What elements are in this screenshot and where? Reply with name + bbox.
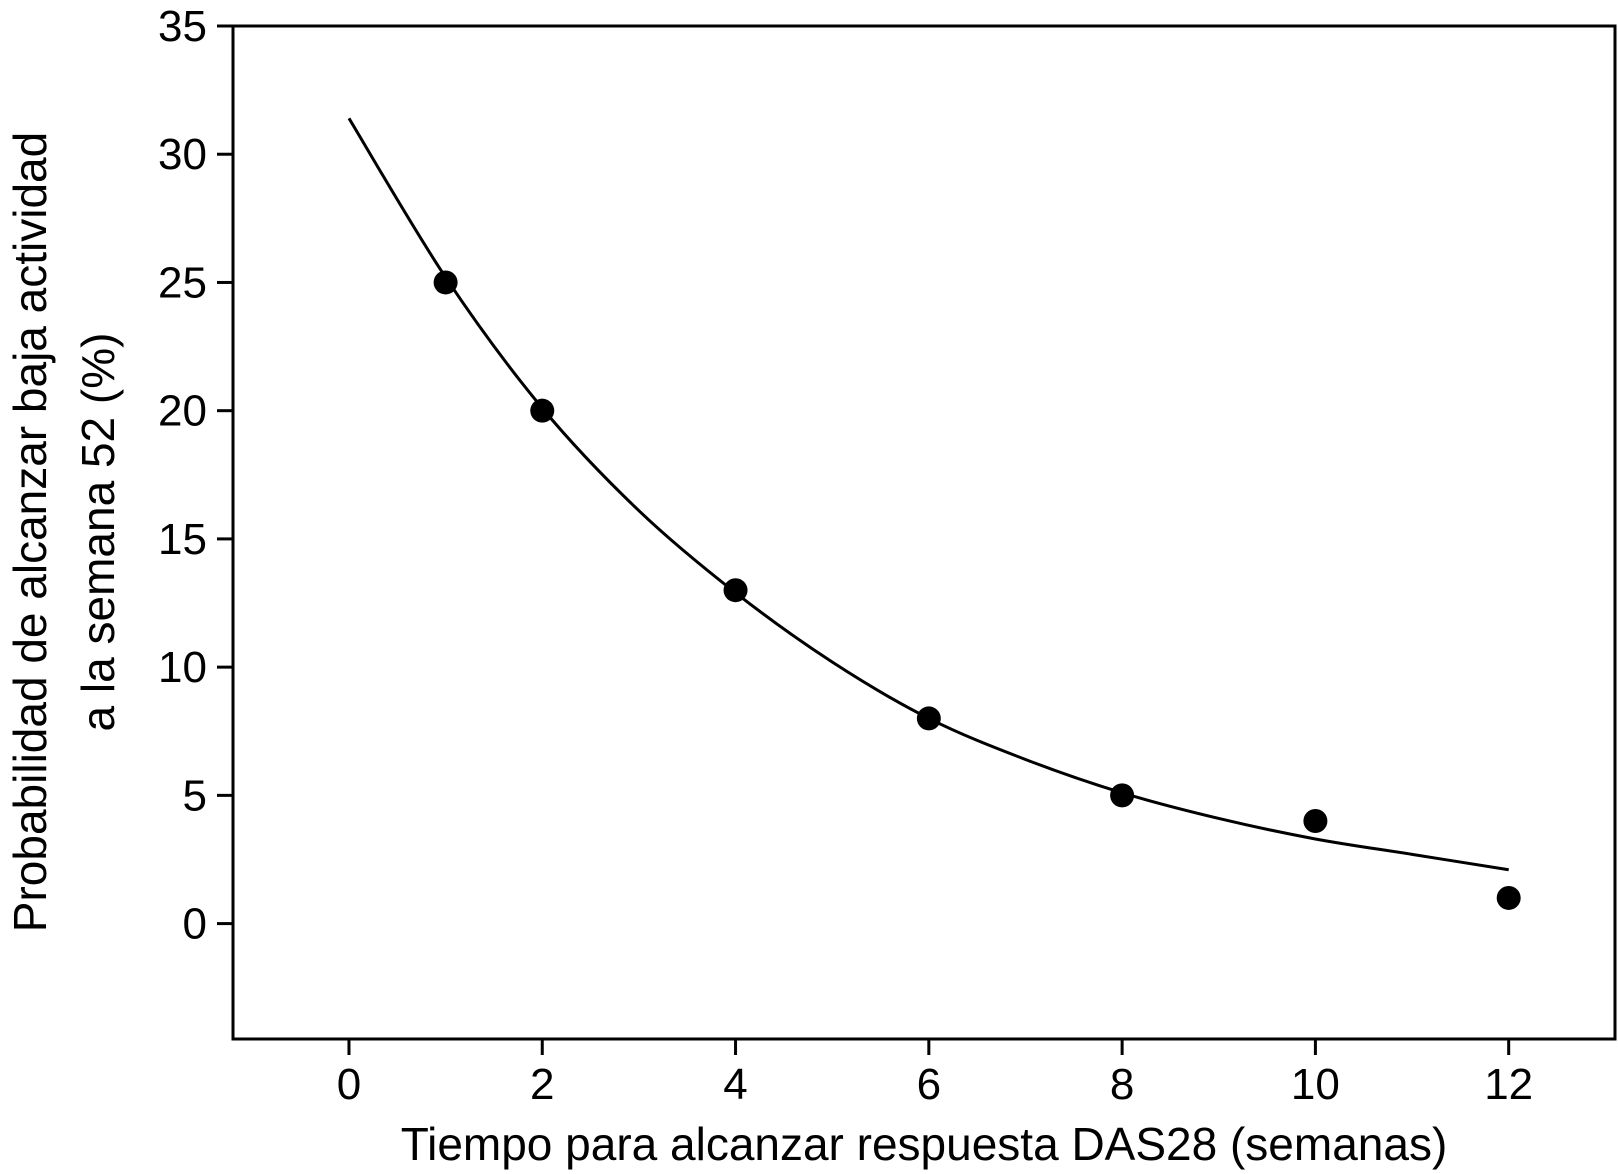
x-tick-label: 6 [917,1060,941,1109]
data-point [723,578,748,603]
y-tick-label: 5 [183,771,207,820]
x-tick-label: 8 [1110,1060,1134,1109]
y-tick-label: 25 [158,258,207,307]
x-tick-label: 10 [1291,1060,1340,1109]
x-tick-label: 12 [1484,1060,1533,1109]
data-point [1110,783,1135,808]
data-points [433,270,1521,910]
data-point [433,270,458,295]
data-point [916,706,941,731]
x-axis: 0 2 4 6 8 10 12 [337,1039,1533,1109]
y-tick-label: 30 [158,130,207,179]
data-point [1496,885,1521,910]
y-axis-label: Probabilidad de alcanzar baja actividad … [4,132,124,932]
data-point [1303,809,1328,834]
x-tick-label: 2 [530,1060,554,1109]
data-point [530,398,555,423]
x-tick-label: 0 [337,1060,361,1109]
x-tick-label: 4 [723,1060,747,1109]
y-tick-label: 10 [158,643,207,692]
fitted-curve [347,117,1509,872]
y-tick-label: 20 [158,387,207,436]
y-tick-label: 15 [158,515,207,564]
x-axis-label: Tiempo para alcanzar respuesta DAS28 (se… [401,1118,1448,1170]
y-axis-label-line-1: Probabilidad de alcanzar baja actividad [4,132,56,932]
y-tick-label: 0 [183,900,207,949]
y-axis: 0 5 10 15 20 25 30 35 [158,2,233,949]
y-tick-label: 35 [158,2,207,51]
y-axis-label-line-2: a la semana 52 (%) [72,333,124,732]
plot-frame [231,24,1617,1041]
